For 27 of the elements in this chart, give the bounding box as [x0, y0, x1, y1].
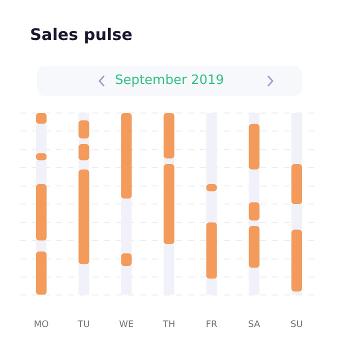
- bar: [291, 164, 302, 204]
- x-tick-label: SA: [248, 320, 261, 330]
- x-tick-label: TU: [76, 320, 90, 330]
- bar: [206, 222, 217, 279]
- bar: [164, 164, 174, 244]
- bar: [248, 202, 260, 220]
- x-tick-label: WE: [119, 320, 134, 330]
- bar: [121, 253, 132, 266]
- bar: [78, 144, 90, 160]
- chart-title: Sales pulse: [30, 25, 132, 44]
- bar: [78, 120, 90, 139]
- bar: [248, 124, 260, 170]
- bar: [78, 169, 90, 264]
- chart-subtitle: September 2019: [114, 73, 226, 88]
- bar: [78, 160, 90, 170]
- x-tick-label: TH: [162, 320, 176, 330]
- bar: [36, 184, 47, 241]
- bar: [36, 251, 47, 295]
- bar: [164, 158, 174, 164]
- bar: [291, 230, 302, 292]
- bar: [164, 113, 174, 159]
- bar: [121, 113, 132, 199]
- x-tick-label: MO: [34, 320, 49, 330]
- x-tick-label: FR: [206, 320, 218, 330]
- bar: [78, 138, 90, 144]
- x-tick-label: SU: [290, 320, 303, 330]
- bar: [248, 226, 260, 268]
